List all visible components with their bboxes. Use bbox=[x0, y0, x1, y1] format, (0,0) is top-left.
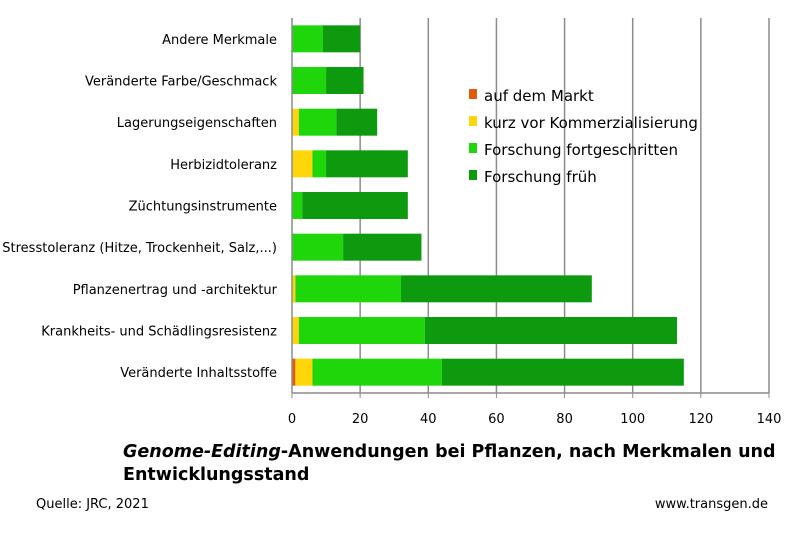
category-label: Lagerungseigenschaften bbox=[117, 116, 277, 131]
axes bbox=[291, 18, 770, 398]
stacked-bar-chart: Andere Merkmale Veränderte Farbe/Geschmac… bbox=[2, 18, 782, 427]
category-label: Pflanzenertrag und -architektur bbox=[73, 283, 278, 298]
bar-segment bbox=[292, 150, 313, 178]
caption-italic-part: Genome-Editing bbox=[123, 442, 281, 462]
bar-segment bbox=[298, 108, 337, 136]
bar-segment bbox=[336, 108, 378, 136]
bar-segment bbox=[295, 275, 402, 303]
x-tick-label: 40 bbox=[420, 412, 437, 427]
bar-segment bbox=[292, 192, 303, 219]
legend-swatch bbox=[469, 170, 477, 180]
x-tick-label: 120 bbox=[688, 412, 713, 427]
x-tick-label: 80 bbox=[556, 412, 573, 427]
legend-label: auf dem Markt bbox=[484, 87, 594, 105]
legend: auf dem Markt kurz vor Kommerzialisierung… bbox=[469, 87, 698, 186]
category-label: Herbizidtoleranz bbox=[170, 158, 277, 173]
bar-segment bbox=[343, 233, 422, 261]
legend-label: Forschung fortgeschritten bbox=[484, 141, 678, 159]
category-label: Andere Merkmale bbox=[162, 33, 277, 48]
category-label: Züchtungsinstrumente bbox=[129, 200, 277, 215]
bar-segment bbox=[298, 317, 425, 344]
category-label: Stresstoleranz (Hitze, Trockenheit, Salz… bbox=[2, 241, 277, 256]
legend-label: Forschung früh bbox=[484, 168, 597, 186]
bar-segment bbox=[312, 150, 327, 178]
bar-segments bbox=[292, 25, 684, 386]
bar-segment bbox=[292, 25, 323, 53]
bar-segment bbox=[292, 108, 299, 136]
chart-caption: Genome-Editing-Anwendungen bei Pflanzen,… bbox=[123, 441, 783, 487]
legend-label: kurz vor Kommerzialisierung bbox=[484, 114, 698, 132]
legend-swatch bbox=[469, 116, 477, 126]
bar-segment bbox=[302, 192, 408, 219]
bar-segment bbox=[322, 25, 361, 53]
bar-segment bbox=[424, 317, 678, 344]
x-tick-label: 0 bbox=[288, 412, 296, 427]
bar-segment bbox=[312, 358, 442, 386]
category-labels: Andere Merkmale Veränderte Farbe/Geschmac… bbox=[2, 33, 277, 381]
bar-segment bbox=[292, 233, 344, 261]
x-tick-label: 20 bbox=[352, 412, 369, 427]
bar-segment bbox=[326, 67, 364, 94]
bar-segment bbox=[292, 275, 296, 303]
bar-segment bbox=[326, 150, 408, 178]
x-tick-label: 140 bbox=[757, 412, 782, 427]
bar-segment bbox=[441, 358, 684, 386]
legend-swatch bbox=[469, 89, 477, 99]
bar-segment bbox=[401, 275, 592, 303]
x-tick-labels: 0 20 40 60 80 100 120 140 bbox=[288, 412, 782, 427]
legend-swatch bbox=[469, 143, 477, 153]
category-label: Veränderte Inhaltsstoffe bbox=[120, 366, 277, 381]
caption-rest: -Anwendungen bei Pflanzen, nach Merkmale… bbox=[123, 442, 776, 485]
x-tick-label: 60 bbox=[488, 412, 505, 427]
source-note: Quelle: JRC, 2021 bbox=[36, 497, 149, 512]
bar-segment bbox=[295, 358, 313, 386]
category-label: Veränderte Farbe/Geschmack bbox=[85, 75, 277, 90]
bar-segment bbox=[292, 358, 296, 386]
bar-segment bbox=[292, 317, 299, 344]
x-tick-label: 100 bbox=[620, 412, 645, 427]
gridlines bbox=[359, 18, 770, 393]
site-credit: www.transgen.de bbox=[654, 497, 768, 512]
bar-segment bbox=[292, 67, 327, 94]
category-label: Krankheits- und Schädlingsresistenz bbox=[41, 325, 277, 340]
